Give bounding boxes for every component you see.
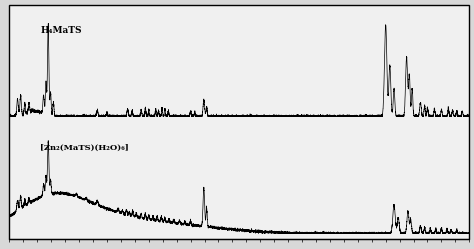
Text: [Zn₂(MaTS)(H₂O)₆]: [Zn₂(MaTS)(H₂O)₆] [40, 144, 129, 152]
Text: H₄MaTS: H₄MaTS [40, 26, 82, 35]
